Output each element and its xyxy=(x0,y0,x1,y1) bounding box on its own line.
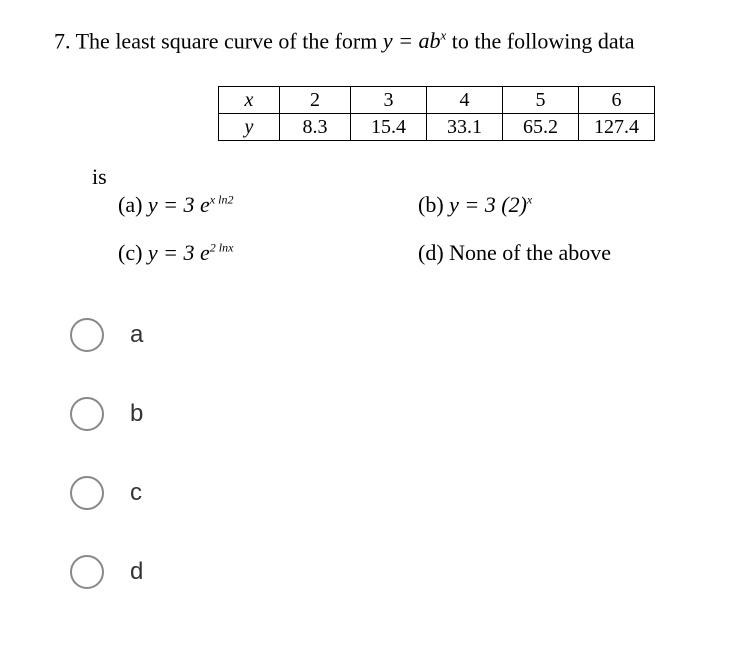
option-a: (a) y = 3 ex ln2 xyxy=(118,192,233,218)
data-table: x 2 3 4 5 6 y 8.3 15.4 33.1 65.2 127.4 xyxy=(218,86,655,141)
choice-row-b[interactable]: b xyxy=(70,397,143,431)
option-a-label: (a) xyxy=(118,192,142,217)
equation-base: y = ab xyxy=(383,28,441,53)
choice-row-d[interactable]: d xyxy=(70,555,143,589)
stem-prefix: The least square curve of the form xyxy=(76,28,383,53)
table-cell: 8.3 xyxy=(280,114,351,141)
table-row-y: y 8.3 15.4 33.1 65.2 127.4 xyxy=(219,114,655,141)
choice-label-d: d xyxy=(130,558,143,586)
table-cell: 3 xyxy=(351,87,427,114)
table-cell: 15.4 xyxy=(351,114,427,141)
radio-c[interactable] xyxy=(70,476,104,510)
radio-d[interactable] xyxy=(70,555,104,589)
radio-b[interactable] xyxy=(70,397,104,431)
is-label: is xyxy=(92,164,107,190)
option-b-lead: y = 3 (2) xyxy=(449,192,527,217)
option-a-sup: x ln2 xyxy=(210,193,234,207)
table-cell: 65.2 xyxy=(503,114,579,141)
option-d-text: None of the above xyxy=(449,240,611,265)
question-page: 7. The least square curve of the form y … xyxy=(0,0,738,645)
table-header-y: y xyxy=(219,114,280,141)
option-a-lead: y = 3 e xyxy=(148,192,210,217)
table-row-x: x 2 3 4 5 6 xyxy=(219,87,655,114)
option-b-label: (b) xyxy=(418,192,444,217)
choice-label-c: c xyxy=(130,479,142,507)
question-stem: 7. The least square curve of the form y … xyxy=(54,28,634,54)
stem-suffix: to the following data xyxy=(446,28,634,53)
choice-row-a[interactable]: a xyxy=(70,318,143,352)
table-cell: 6 xyxy=(579,87,655,114)
radio-a[interactable] xyxy=(70,318,104,352)
question-number: 7. xyxy=(54,28,71,53)
table-cell: 2 xyxy=(280,87,351,114)
stem-equation: y = abx xyxy=(383,28,446,53)
option-c-eq: y = 3 e2 lnx xyxy=(148,240,234,265)
option-a-eq: y = 3 ex ln2 xyxy=(148,192,234,217)
choice-row-c[interactable]: c xyxy=(70,476,142,510)
choice-label-a: a xyxy=(130,321,143,349)
option-c-lead: y = 3 e xyxy=(148,240,210,265)
option-b-eq: y = 3 (2)x xyxy=(449,192,532,217)
table-header-x: x xyxy=(219,87,280,114)
option-b-sup: x xyxy=(527,193,532,207)
table-cell: 4 xyxy=(427,87,503,114)
option-c-label: (c) xyxy=(118,240,142,265)
option-d-label: (d) xyxy=(418,240,444,265)
choice-label-b: b xyxy=(130,400,143,428)
table-cell: 127.4 xyxy=(579,114,655,141)
option-d: (d) None of the above xyxy=(418,240,611,266)
option-c: (c) y = 3 e2 lnx xyxy=(118,240,233,266)
option-c-sup: 2 lnx xyxy=(210,241,234,255)
table-cell: 5 xyxy=(503,87,579,114)
option-b: (b) y = 3 (2)x xyxy=(418,192,532,218)
table-cell: 33.1 xyxy=(427,114,503,141)
